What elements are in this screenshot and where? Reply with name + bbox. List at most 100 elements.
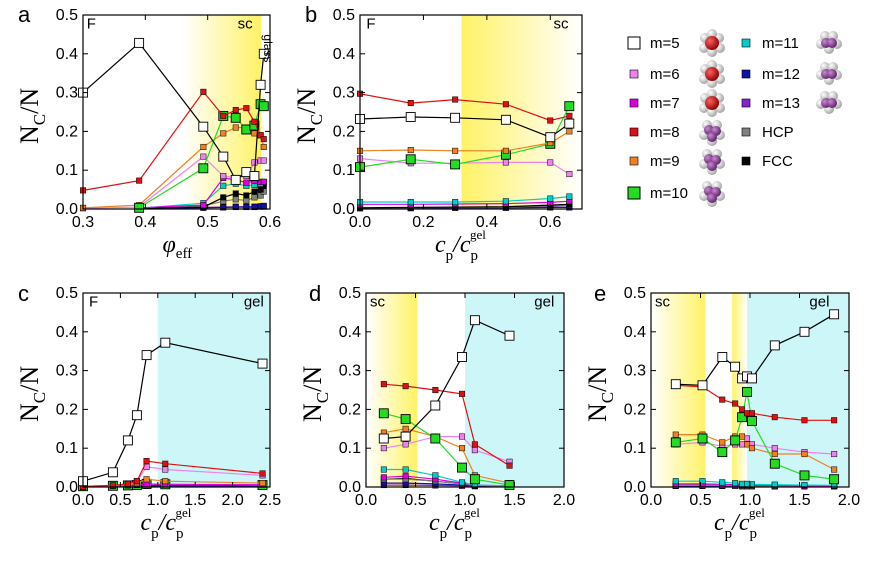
legend-label: m=6 — [650, 66, 680, 83]
panel-c: 0.0 0.5 1.0 1.5 2.0 2.5 0.0 0.1 0.2 0.3 0.4 0.5 F gel… — [15, 281, 281, 542]
x-axis-label: cp/cpgel — [141, 505, 192, 542]
region-label: sc — [553, 16, 569, 33]
legend-label: m=9 — [650, 153, 680, 170]
y-label-sub: C — [598, 392, 617, 403]
ball-core — [707, 193, 717, 203]
panel-d: 0.0 0.5 1.0 1.5 2.0 0.0 0.1 0.2 0.3 0.4 0.5 sc gel d N… — [298, 281, 575, 542]
y-tick-label: 0.3 — [56, 363, 78, 380]
panel-letter: c — [18, 281, 29, 306]
data-point-m11 — [432, 472, 439, 479]
y-label-n: N — [292, 125, 321, 144]
data-point-m11 — [459, 479, 466, 486]
x-tick-label: 0.5 — [689, 492, 711, 509]
region-gel-2 — [747, 293, 849, 487]
data-point-m9 — [801, 451, 808, 458]
data-point-m8 — [719, 396, 726, 403]
data-point-m11 — [732, 480, 739, 487]
data-point-m8 — [471, 441, 478, 448]
ball — [827, 38, 837, 48]
data-point-m5 — [670, 379, 681, 390]
legend-item-m11: m=11 — [741, 31, 842, 54]
y-tick-label: 0.3 — [339, 363, 361, 380]
y-label-sub: C — [30, 114, 49, 125]
y-label-sub: C — [30, 392, 49, 403]
data-point-m6 — [771, 445, 778, 452]
axes-frame — [82, 292, 271, 488]
data-point-m7 — [402, 473, 409, 480]
data-point-m9 — [459, 445, 466, 452]
data-point-m9 — [748, 445, 755, 452]
data-point-m5 — [430, 400, 441, 411]
y-label-sub: C — [313, 392, 332, 403]
data-point-m8 — [732, 400, 739, 407]
data-point-HCP — [257, 192, 264, 199]
x-label-c: c — [141, 510, 152, 536]
series-line-m9 — [675, 434, 835, 471]
data-point-m10 — [730, 435, 741, 446]
data-point-m8 — [566, 112, 573, 119]
data-point-m6 — [566, 171, 573, 178]
cluster-m12-icon — [816, 62, 842, 85]
y-label-n: N — [298, 403, 327, 422]
y-tick-label: 0.4 — [56, 324, 78, 341]
x-label-mid: /c — [445, 510, 465, 536]
data-point-m9 — [200, 143, 207, 150]
region-label: gel — [809, 294, 829, 311]
y-label-n: N — [15, 125, 44, 144]
x-label-sup: gel — [175, 505, 191, 520]
x-tick-label: 0.0 — [349, 214, 371, 231]
legend-item-m13: m=13 — [741, 91, 842, 114]
data-point-m5 — [829, 309, 840, 320]
data-point-m10 — [378, 408, 389, 419]
data-point-m5 — [504, 330, 515, 341]
data-point-m6 — [831, 451, 838, 458]
x-label-c: c — [714, 510, 725, 536]
y-tick-label: 0.3 — [333, 85, 355, 102]
data-point-m10 — [670, 437, 681, 448]
data-point-m10 — [469, 474, 480, 485]
data-point-m9 — [739, 433, 746, 440]
data-point-m8 — [220, 112, 227, 119]
legend-swatch-m9 — [629, 156, 639, 166]
y-tick-label: 0.1 — [56, 162, 78, 179]
x-tick-label: 0.4 — [134, 214, 156, 231]
data-point-m8 — [547, 117, 554, 124]
cluster-m13-icon — [816, 91, 842, 114]
data-point-m5 — [141, 350, 152, 361]
data-point-m10 — [717, 447, 728, 458]
data-point-m7 — [200, 202, 207, 209]
x-tick-label: 1.0 — [739, 492, 761, 509]
data-point-m11 — [801, 482, 808, 489]
data-point-m11 — [452, 199, 459, 206]
data-point-m9 — [143, 476, 150, 483]
ball-core — [707, 132, 717, 142]
data-point-m9 — [672, 431, 679, 438]
x-label-sup: gel — [749, 505, 765, 520]
x-label-sub: p — [151, 526, 159, 542]
data-point-m12 — [251, 204, 258, 211]
x-label-sub: p — [446, 248, 454, 264]
region-sc-0 — [461, 15, 582, 209]
legend-item-m9: m=9 — [629, 149, 725, 175]
data-point-m6 — [547, 159, 554, 166]
panel-e: 0.0 0.5 1.0 1.5 2.0 0.0 0.1 0.2 0.3 0.4 0.5 sc gel e N… — [583, 281, 860, 542]
y-tick-label: 0.1 — [56, 440, 78, 457]
x-tick-label: 2.0 — [553, 492, 575, 509]
data-point-m9 — [259, 480, 266, 487]
data-point-HCP — [243, 197, 250, 204]
region-glass-1 — [261, 15, 270, 209]
data-point-m10 — [198, 163, 209, 174]
data-point-m9 — [220, 130, 227, 137]
data-point-m6 — [502, 159, 509, 166]
x-axis-label: cp/cpgel — [435, 227, 486, 264]
y-tick-label: 0.5 — [56, 285, 78, 302]
data-point-m5 — [257, 358, 268, 369]
series-line-m6 — [383, 436, 510, 463]
x-tick-label: 2.0 — [221, 492, 243, 509]
data-point-m8 — [243, 105, 250, 112]
legend-item-m6: m=6 — [629, 60, 725, 88]
data-point-m5 — [500, 114, 511, 125]
data-point-m8 — [260, 136, 267, 143]
data-point-m12 — [220, 204, 227, 211]
